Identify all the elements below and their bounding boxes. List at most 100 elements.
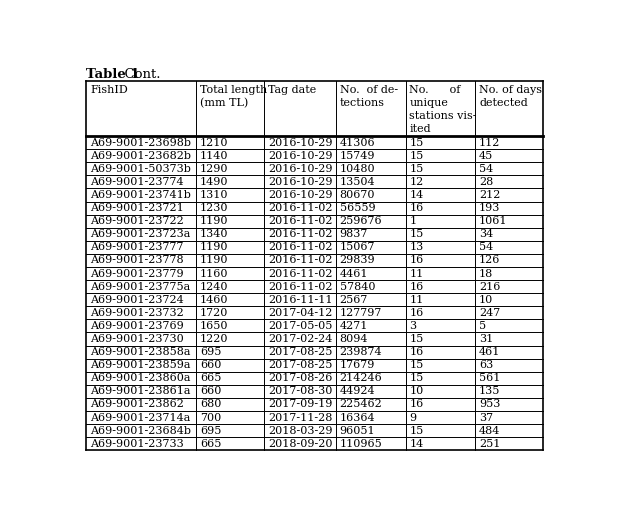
Text: A69-9001-23774: A69-9001-23774: [90, 177, 184, 187]
Text: 9: 9: [410, 413, 417, 423]
Text: Total length
(mm TL): Total length (mm TL): [200, 84, 268, 108]
Text: 37: 37: [479, 413, 493, 423]
Text: 127797: 127797: [340, 308, 382, 318]
Text: 29839: 29839: [340, 255, 375, 266]
Text: 15: 15: [410, 360, 424, 370]
Text: 1190: 1190: [200, 255, 228, 266]
Text: A69-9001-23732: A69-9001-23732: [90, 308, 184, 318]
Text: 2017-11-28: 2017-11-28: [268, 413, 333, 423]
Text: 1340: 1340: [200, 229, 228, 239]
Text: 1190: 1190: [200, 242, 228, 252]
Text: 15: 15: [410, 229, 424, 239]
Text: 2016-11-02: 2016-11-02: [268, 229, 333, 239]
Text: 2017-08-30: 2017-08-30: [268, 387, 333, 396]
Text: 16364: 16364: [340, 413, 375, 423]
Text: 1310: 1310: [200, 190, 228, 200]
Text: 57840: 57840: [340, 281, 375, 292]
Text: 110965: 110965: [340, 439, 382, 449]
Text: 16: 16: [410, 203, 424, 213]
Text: 96051: 96051: [340, 426, 375, 435]
Text: Table 1: Table 1: [86, 68, 140, 81]
Text: 2016-11-02: 2016-11-02: [268, 255, 333, 266]
Text: 2016-10-29: 2016-10-29: [268, 164, 333, 174]
Text: 28: 28: [479, 177, 493, 187]
Text: 56559: 56559: [340, 203, 375, 213]
Text: A69-9001-23860a: A69-9001-23860a: [90, 373, 191, 383]
Text: 1210: 1210: [200, 138, 228, 148]
Text: 953: 953: [479, 399, 500, 409]
Text: 2017-09-19: 2017-09-19: [268, 399, 333, 409]
Text: A69-9001-23779: A69-9001-23779: [90, 269, 184, 279]
Text: 1720: 1720: [200, 308, 228, 318]
Text: 16: 16: [410, 399, 424, 409]
Text: A69-9001-23721: A69-9001-23721: [90, 203, 184, 213]
Text: 2016-10-29: 2016-10-29: [268, 138, 333, 148]
Text: 10480: 10480: [340, 164, 375, 174]
Text: 31: 31: [479, 334, 493, 344]
Text: A69-9001-23730: A69-9001-23730: [90, 334, 184, 344]
Text: 695: 695: [200, 426, 221, 435]
Text: A69-9001-23682b: A69-9001-23682b: [90, 151, 191, 161]
Text: A69-9001-23861a: A69-9001-23861a: [90, 387, 191, 396]
Text: 15: 15: [410, 138, 424, 148]
Text: 10: 10: [410, 387, 424, 396]
Text: 239874: 239874: [340, 347, 382, 357]
Text: 1230: 1230: [200, 203, 228, 213]
Text: 18: 18: [479, 269, 493, 279]
Text: 80670: 80670: [340, 190, 375, 200]
Text: 13504: 13504: [340, 177, 375, 187]
Text: 259676: 259676: [340, 216, 382, 226]
Text: 14: 14: [410, 439, 424, 449]
Text: 8094: 8094: [340, 334, 368, 344]
Text: 12: 12: [410, 177, 424, 187]
Text: A69-9001-23684b: A69-9001-23684b: [90, 426, 191, 435]
Text: A69-9001-23741b: A69-9001-23741b: [90, 190, 191, 200]
Text: 461: 461: [479, 347, 500, 357]
Text: 193: 193: [479, 203, 500, 213]
Text: 251: 251: [479, 439, 500, 449]
Text: 5: 5: [479, 321, 486, 331]
Text: FishID: FishID: [90, 84, 128, 95]
Text: 16: 16: [410, 281, 424, 292]
Text: 1061: 1061: [479, 216, 508, 226]
Text: 9837: 9837: [340, 229, 368, 239]
Text: A69-9001-23775a: A69-9001-23775a: [90, 281, 190, 292]
Text: 665: 665: [200, 439, 221, 449]
Text: 4271: 4271: [340, 321, 368, 331]
Text: 2017-08-25: 2017-08-25: [268, 360, 333, 370]
Text: 216: 216: [479, 281, 500, 292]
Text: 15: 15: [410, 373, 424, 383]
Text: 2017-08-25: 2017-08-25: [268, 347, 333, 357]
Text: 680: 680: [200, 399, 221, 409]
Text: 15: 15: [410, 164, 424, 174]
Text: 1190: 1190: [200, 216, 228, 226]
Text: 13: 13: [410, 242, 424, 252]
Text: 11: 11: [410, 295, 424, 305]
Text: 135: 135: [479, 387, 500, 396]
Text: 41306: 41306: [340, 138, 375, 148]
Text: 16: 16: [410, 347, 424, 357]
Text: A69-9001-23858a: A69-9001-23858a: [90, 347, 191, 357]
Text: 212: 212: [479, 190, 500, 200]
Text: 1160: 1160: [200, 269, 228, 279]
Text: A69-9001-23698b: A69-9001-23698b: [90, 138, 191, 148]
Text: No.  of de-
tections: No. of de- tections: [340, 84, 397, 108]
Text: No. of days
detected: No. of days detected: [479, 84, 542, 108]
Text: 15: 15: [410, 334, 424, 344]
Text: 700: 700: [200, 413, 221, 423]
Text: 2017-04-12: 2017-04-12: [268, 308, 333, 318]
Text: 2018-09-20: 2018-09-20: [268, 439, 333, 449]
Text: A69-9001-23723a: A69-9001-23723a: [90, 229, 191, 239]
Text: 44924: 44924: [340, 387, 375, 396]
Text: A69-9001-23724: A69-9001-23724: [90, 295, 184, 305]
Text: 1290: 1290: [200, 164, 228, 174]
Text: A69-9001-23859a: A69-9001-23859a: [90, 360, 191, 370]
Text: 561: 561: [479, 373, 500, 383]
Text: A69-9001-23733: A69-9001-23733: [90, 439, 184, 449]
Text: 2016-11-11: 2016-11-11: [268, 295, 333, 305]
Text: 2016-11-02: 2016-11-02: [268, 216, 333, 226]
Text: 15: 15: [410, 426, 424, 435]
Text: 34: 34: [479, 229, 493, 239]
Text: A69-9001-50373b: A69-9001-50373b: [90, 164, 191, 174]
Text: 1650: 1650: [200, 321, 228, 331]
